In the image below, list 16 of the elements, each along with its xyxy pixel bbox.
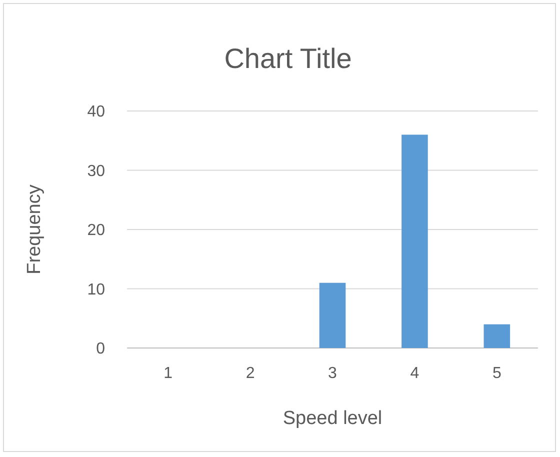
y-tick-label: 0 [96,340,106,358]
bar [402,134,428,348]
chart-title: Chart Title [224,43,352,74]
bar [319,282,346,348]
bar [484,324,510,348]
x-tick-label: 2 [246,365,255,382]
y-tick-label: 20 [87,222,106,240]
x-tick-label: 1 [164,365,173,382]
x-tick-label: 5 [492,365,502,382]
y-tick-label: 40 [87,104,106,121]
x-tick-label: 3 [328,365,338,382]
y-tick-label: 10 [87,281,106,298]
y-axis-title: Frequency [24,184,45,274]
y-tick-label: 30 [87,162,106,180]
x-tick-label: 4 [410,365,420,382]
x-axis-title: Speed level [282,408,382,429]
